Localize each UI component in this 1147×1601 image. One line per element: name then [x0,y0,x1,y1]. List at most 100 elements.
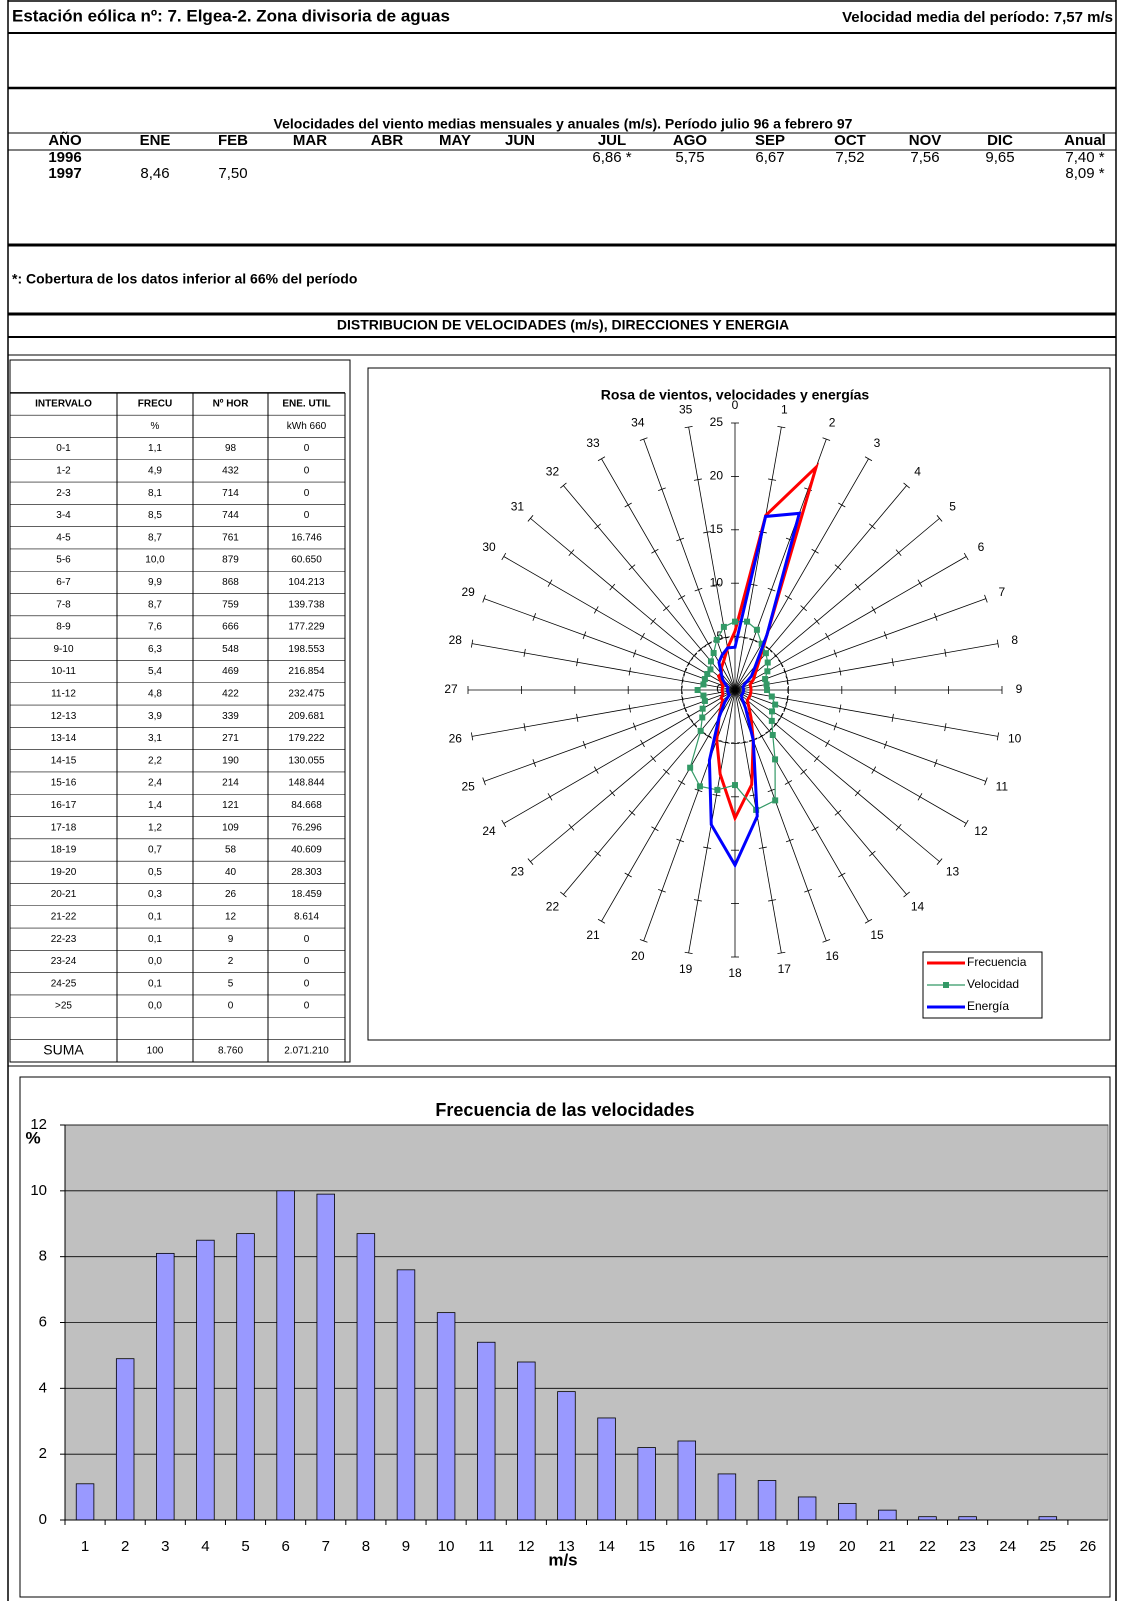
column-header: DIC [987,132,1013,149]
table-cell: 339 [222,711,239,722]
table-cell: 13-14 [51,733,77,744]
radial-tick [871,766,877,774]
direction-label: 34 [631,415,645,429]
radial-tick [721,636,730,639]
direction-label: 5 [949,500,956,514]
x-tick-label: 4 [201,1538,209,1555]
radial-tick [628,704,631,713]
series-marker [762,676,769,683]
table-cell: 0 [304,510,310,521]
series-marker [763,681,770,688]
radial-tick [704,641,712,647]
table-cell: 10,0 [145,555,165,566]
radial-tick [609,789,616,797]
radial-tick [933,759,938,767]
series-line [707,511,802,869]
x-tick-label: 3 [161,1538,169,1555]
radial-tick [650,755,657,762]
direction-label: 17 [778,962,792,976]
radial-tick [784,595,793,600]
radial-tick-label: 0 [716,682,723,696]
table-cell: 4,9 [148,466,162,477]
radial-tick [854,789,861,797]
table-cell: 12 [225,912,237,923]
column-header: AGO [673,132,708,149]
radial-tick [624,872,632,878]
series-marker [700,692,707,699]
table-cell: 216.854 [288,666,325,677]
table-cell: 179.222 [288,733,325,744]
table-cell: 3,9 [148,711,162,722]
radial-tick [624,502,632,508]
radial-tick [501,552,507,561]
radial-tick [582,631,587,640]
table-cell: 0,1 [148,978,162,989]
radial-tick [677,780,686,785]
table-cell: 18.459 [291,889,322,900]
bar [637,1447,656,1521]
spoke [471,689,736,737]
table-cell: >25 [55,1001,72,1012]
x-tick-label: 7 [322,1538,330,1555]
value-cell: 8,46 [140,165,169,182]
radial-tick [639,437,648,441]
radial-tick [632,649,637,658]
bar [878,1509,897,1521]
radial-tick [568,823,575,831]
table-cell: 24-25 [51,978,77,989]
table-cell: 58 [225,845,237,856]
column-header: NOV [909,132,942,149]
table-cell: 5,4 [148,666,162,677]
direction-label: 3 [874,436,881,450]
radial-tick [868,523,876,530]
table-cell: 60.650 [291,555,322,566]
radial-tick [813,618,820,625]
direction-label: 6 [978,540,985,554]
x-tick-label: 9 [402,1538,410,1555]
y-tick-label: 4 [39,1379,47,1396]
series-marker [707,658,714,665]
radial-tick [917,793,923,801]
table-cell: 23-24 [51,956,77,967]
direction-label: 28 [449,633,463,647]
radial-tick [838,872,846,878]
radial-tick [597,456,606,462]
bar [476,1341,496,1521]
series-marker [732,782,738,789]
radial-tick [891,658,894,667]
direction-label: 13 [946,865,960,879]
spoke [734,458,869,691]
table-cell: 98 [225,443,237,454]
table-cell: 868 [222,577,239,588]
table-cell: 0 [304,934,310,945]
table-cell: 0,5 [148,867,162,878]
y-tick-label: 6 [39,1313,47,1330]
series-marker [762,650,769,657]
bar [115,1358,135,1521]
radial-tick [576,658,579,667]
table-cell: 17-18 [51,822,77,833]
table-cell: 9 [228,934,234,945]
radial-tick [677,595,686,600]
column-header: OCT [834,132,866,149]
radial-tick [640,739,645,748]
bar [236,1233,255,1521]
direction-label: 10 [1008,731,1022,745]
radial-tick [813,755,820,762]
table-cell: 1,2 [148,822,162,833]
radial-tick [944,723,947,732]
radial-tick-label: 10 [710,575,724,589]
column-header: AÑO [48,131,82,149]
spoke [734,689,907,895]
table-cell: 26 [225,889,237,900]
table-cell: 7,6 [148,622,162,633]
table-cell: 22-23 [51,934,77,945]
series-marker [732,618,738,625]
table-cell: 469 [222,666,239,677]
column-header: FEB [218,132,248,149]
chart-title: Frecuencia de las velocidades [435,1100,694,1120]
radial-tick [749,638,758,642]
spoke [734,426,782,691]
radial-tick [800,768,807,775]
